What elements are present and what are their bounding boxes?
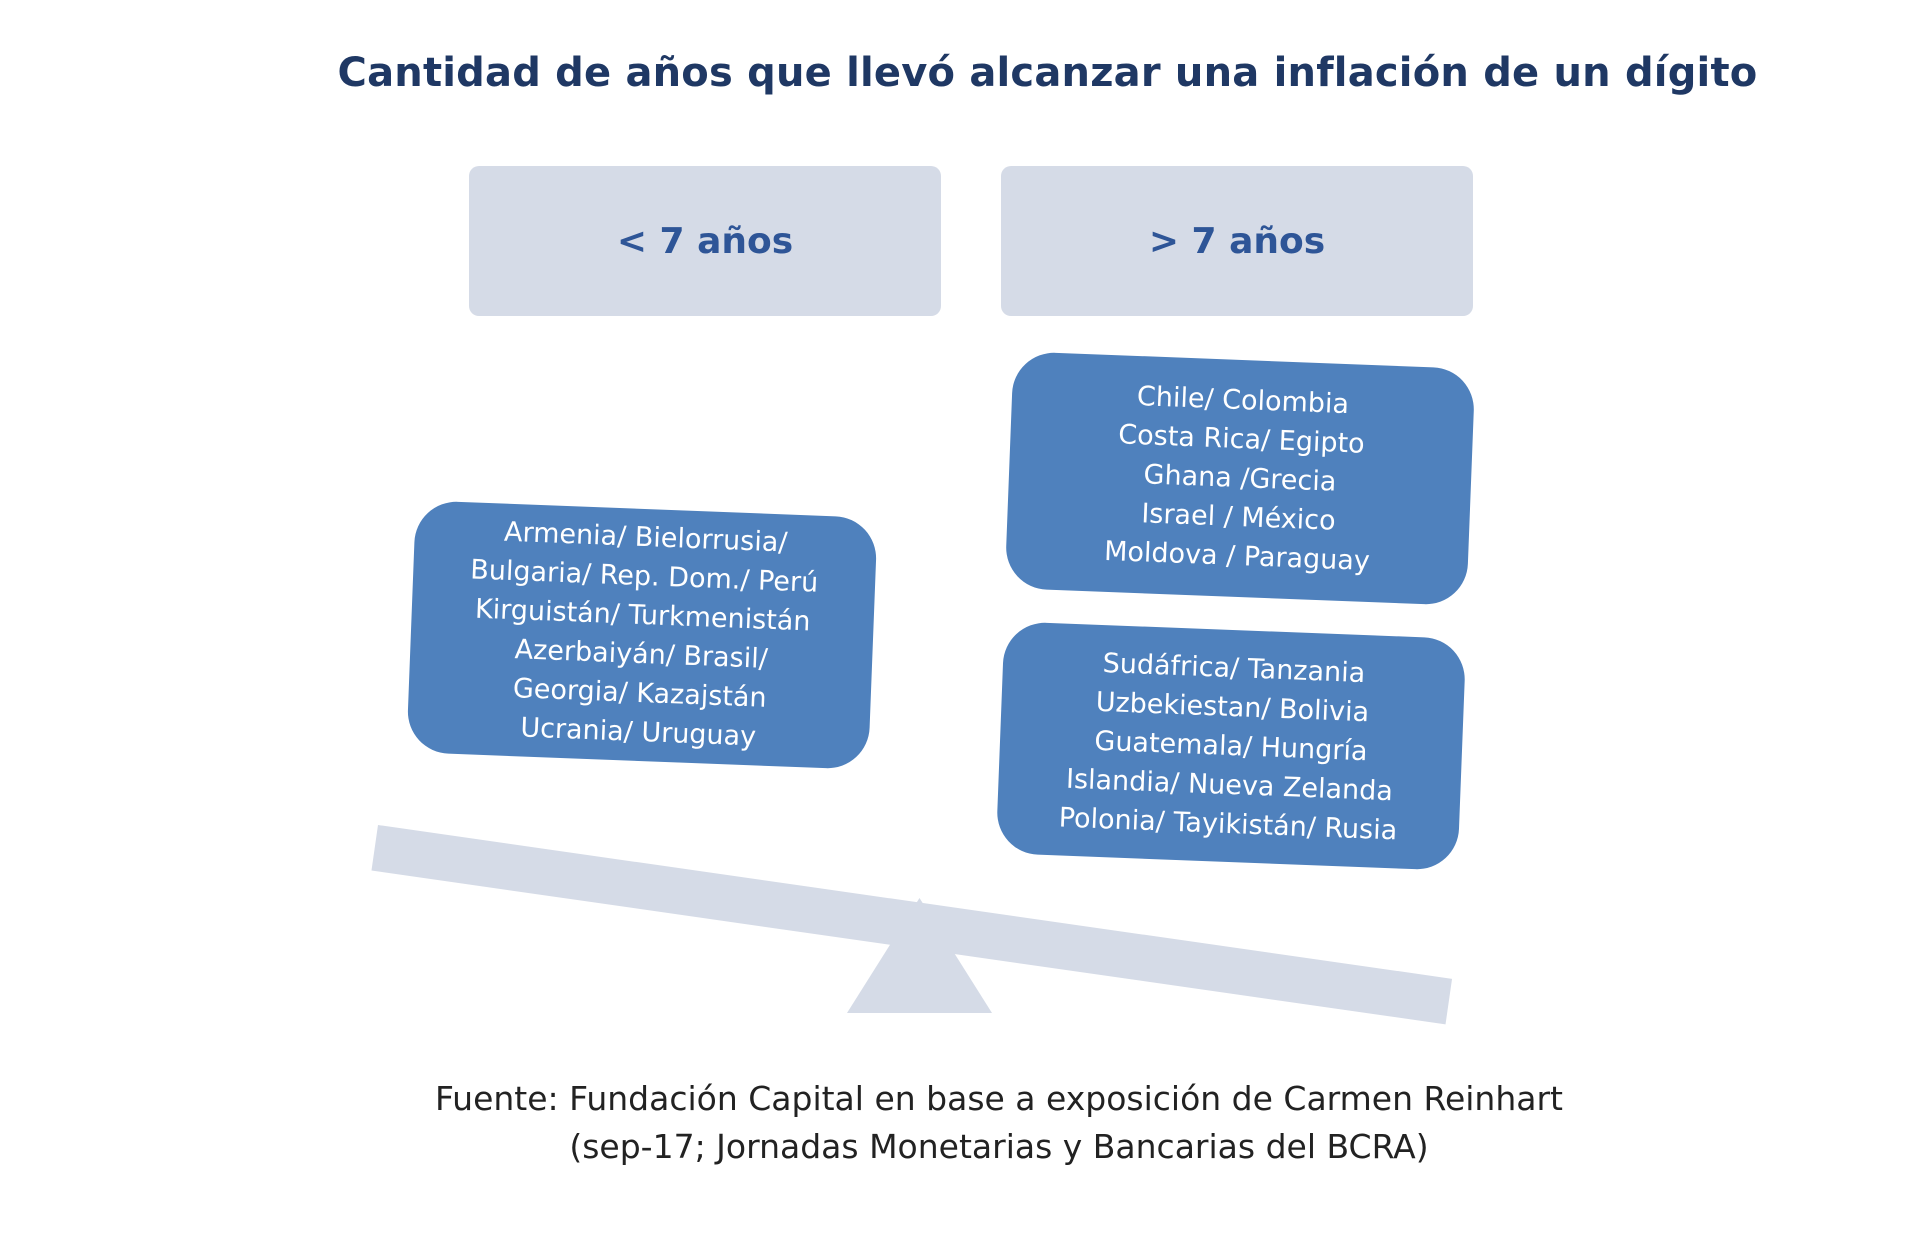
source-line-1: Fuente: Fundación Capital en base a expo… bbox=[435, 1079, 1563, 1118]
diagram-title: Cantidad de años que llevó alcanzar una … bbox=[337, 50, 1758, 96]
country-group-more-than-7-top: Chile/ Colombia Costa Rica/ Egipto Ghana… bbox=[1004, 351, 1476, 606]
country-group-more-than-7-bottom: Sudáfrica/ Tanzania Uzbekiestan/ Bolivia… bbox=[995, 621, 1467, 871]
country-group-less-than-7: Armenia/ Bielorrusia/ Bulgaria/ Rep. Dom… bbox=[406, 500, 878, 770]
category-header-more-than-7: > 7 años bbox=[1001, 166, 1473, 316]
category-label-more-than-7: > 7 años bbox=[1148, 220, 1326, 262]
category-header-less-than-7: < 7 años bbox=[469, 166, 941, 316]
country-line: Ucrania/ Uruguay bbox=[519, 712, 757, 753]
source-note: Fuente: Fundación Capital en base a expo… bbox=[0, 1075, 1920, 1171]
source-line-2: (sep-17; Jornadas Monetarias y Bancarias… bbox=[569, 1127, 1429, 1166]
category-label-less-than-7: < 7 años bbox=[616, 220, 794, 262]
